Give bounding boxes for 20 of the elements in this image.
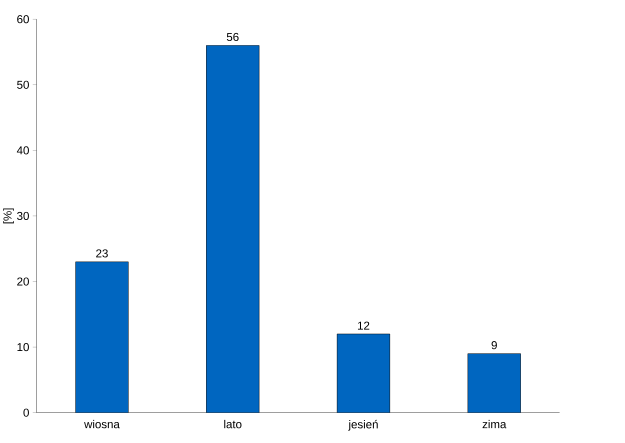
y-tick-label: 10 — [17, 342, 29, 351]
x-tick-label: jesień — [348, 420, 378, 431]
y-tick-label: 0 — [23, 408, 29, 417]
y-tick-label: 30 — [17, 212, 29, 220]
bar — [76, 262, 128, 412]
y-axis-title: [%] — [3, 208, 14, 224]
x-tick-label: zima — [482, 420, 506, 428]
bar — [337, 334, 390, 412]
x-tick-label: lato — [224, 420, 242, 428]
y-tick-label: 20 — [17, 277, 29, 286]
bar — [206, 45, 260, 412]
data-label: 23 — [96, 249, 108, 258]
x-tick-label: wiosna — [84, 420, 120, 428]
y-tick-label: 50 — [17, 80, 29, 89]
bar — [468, 353, 521, 412]
data-label: 9 — [492, 340, 497, 350]
data-label: 56 — [226, 32, 239, 41]
data-label: 12 — [358, 321, 370, 330]
y-tick-label: 40 — [16, 146, 29, 154]
y-tick-label: 60 — [17, 14, 29, 24]
